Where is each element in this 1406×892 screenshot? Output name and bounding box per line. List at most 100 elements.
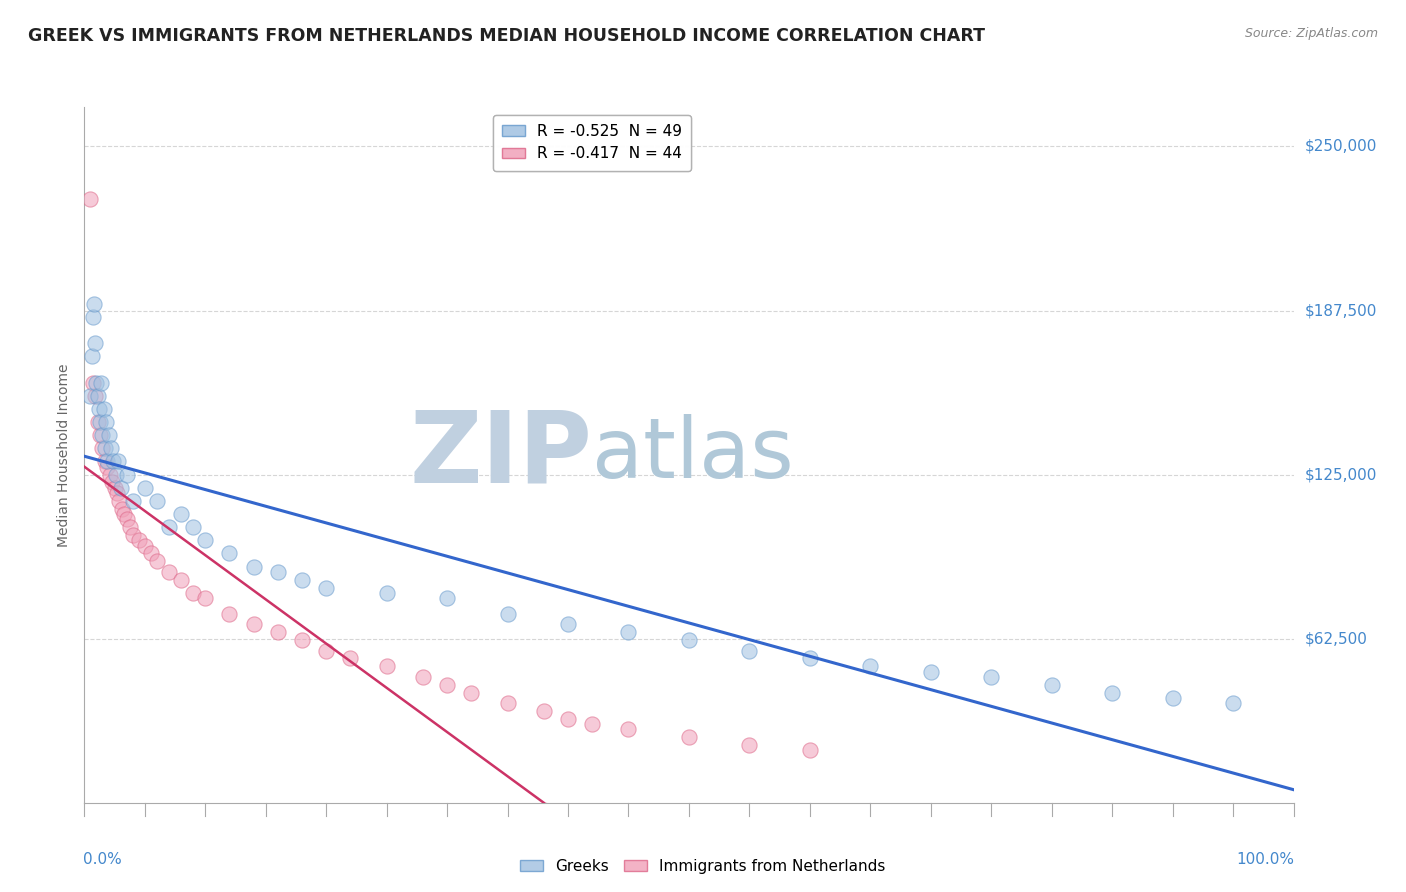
Text: $62,500: $62,500 [1305,632,1368,646]
Point [115,512,138,526]
Point [267,625,290,640]
Point [412,670,434,684]
Y-axis label: Median Household Income: Median Household Income [58,363,72,547]
Point [91,428,114,442]
Point [242,559,264,574]
Point [799,651,821,665]
Point [194,533,217,548]
Point [375,586,398,600]
Point [86,376,108,390]
Point [436,678,458,692]
Text: 100.0%: 100.0% [1237,852,1295,866]
Point [80,350,103,364]
Point [146,494,169,508]
Point [82,310,104,324]
Point [181,520,204,534]
Point [83,297,105,311]
Point [87,401,110,416]
Text: 0.0%: 0.0% [83,852,122,866]
Text: ZIP: ZIP [409,407,592,503]
Point [194,591,217,605]
Point [315,581,337,595]
Point [617,723,640,737]
Point [120,520,142,534]
Point [104,467,127,482]
Point [375,659,398,673]
Point [181,586,204,600]
Point [103,454,125,468]
Point [96,459,118,474]
Text: atlas: atlas [592,415,794,495]
Point [146,554,169,568]
Point [267,565,290,579]
Point [100,442,122,456]
Point [1161,690,1184,705]
Point [112,507,135,521]
Point [91,442,114,456]
Point [96,454,118,468]
Point [799,743,821,757]
Legend: R = -0.525  N = 49, R = -0.417  N = 44: R = -0.525 N = 49, R = -0.417 N = 44 [494,115,692,170]
Point [111,501,134,516]
Point [104,481,127,495]
Point [242,617,264,632]
Point [86,389,108,403]
Point [101,475,124,490]
Point [84,389,107,403]
Point [533,704,555,718]
Point [315,643,337,657]
Point [84,336,107,351]
Point [496,696,519,710]
Point [94,442,117,456]
Point [170,507,193,521]
Point [738,738,761,752]
Text: Source: ZipAtlas.com: Source: ZipAtlas.com [1244,27,1378,40]
Point [581,717,603,731]
Point [1101,685,1123,699]
Point [94,415,117,429]
Point [170,573,193,587]
Point [920,665,942,679]
Text: GREEK VS IMMIGRANTS FROM NETHERLANDS MEDIAN HOUSEHOLD INCOME CORRELATION CHART: GREEK VS IMMIGRANTS FROM NETHERLANDS MED… [28,27,986,45]
Point [98,467,121,482]
Point [460,685,482,699]
Point [90,376,112,390]
Point [93,401,115,416]
Point [110,481,132,495]
Point [678,633,700,648]
Point [291,633,314,648]
Point [108,494,131,508]
Point [79,389,101,403]
Point [105,486,128,500]
Point [738,643,761,657]
Point [134,539,156,553]
Point [1222,696,1244,710]
Legend: Greeks, Immigrants from Netherlands: Greeks, Immigrants from Netherlands [515,853,891,880]
Point [79,192,101,206]
Point [436,591,458,605]
Text: $250,000: $250,000 [1305,139,1376,154]
Point [86,415,108,429]
Point [97,428,120,442]
Point [115,467,138,482]
Point [157,565,180,579]
Point [89,415,111,429]
Point [980,670,1002,684]
Point [291,573,314,587]
Point [617,625,640,640]
Point [859,659,882,673]
Point [107,454,129,468]
Point [82,376,104,390]
Text: $187,500: $187,500 [1305,303,1376,318]
Point [89,428,111,442]
Point [1040,678,1063,692]
Point [496,607,519,621]
Point [121,494,143,508]
Point [94,454,117,468]
Point [128,533,150,548]
Point [157,520,180,534]
Point [557,617,579,632]
Text: $125,000: $125,000 [1305,467,1376,482]
Point [139,546,162,560]
Point [121,528,143,542]
